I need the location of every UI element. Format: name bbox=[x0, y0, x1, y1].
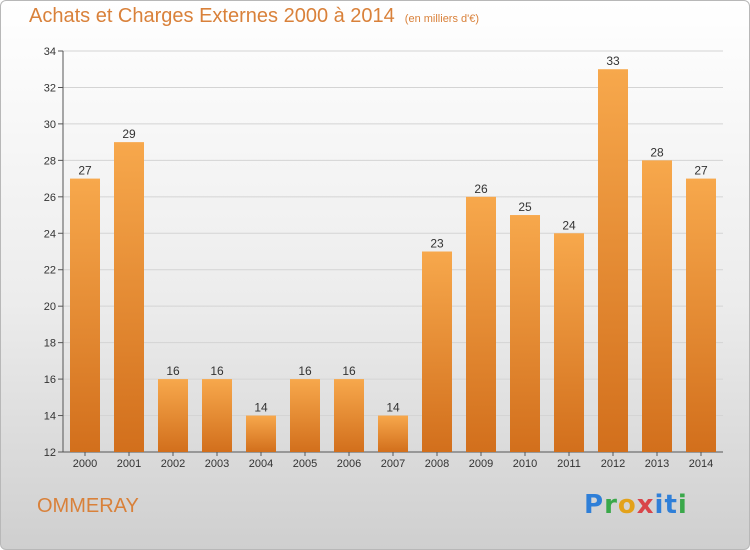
logo-letter: P bbox=[584, 490, 605, 520]
bar bbox=[378, 415, 408, 452]
y-tick-label: 16 bbox=[44, 374, 56, 386]
logo-letter: i bbox=[654, 490, 665, 520]
logo-letter: t bbox=[664, 490, 678, 520]
bar bbox=[642, 160, 672, 452]
x-tick-label: 2007 bbox=[381, 458, 405, 470]
y-tick-label: 26 bbox=[44, 192, 56, 204]
data-label: 16 bbox=[342, 364, 356, 378]
y-tick-label: 14 bbox=[44, 411, 56, 423]
y-tick-label: 34 bbox=[44, 46, 56, 58]
x-tick-label: 2011 bbox=[557, 458, 581, 470]
data-label: 28 bbox=[650, 145, 664, 159]
y-tick-label: 20 bbox=[44, 301, 56, 313]
bar bbox=[290, 379, 320, 452]
bar bbox=[158, 379, 188, 452]
data-label: 16 bbox=[210, 364, 224, 378]
x-tick-label: 2003 bbox=[205, 458, 229, 470]
data-label: 16 bbox=[298, 364, 312, 378]
data-label: 29 bbox=[122, 127, 136, 141]
data-label: 27 bbox=[694, 164, 708, 178]
y-tick-label: 18 bbox=[44, 338, 56, 350]
data-label: 26 bbox=[474, 182, 488, 196]
x-tick-label: 2012 bbox=[601, 458, 625, 470]
logo-letter: r bbox=[604, 490, 618, 520]
x-tick-label: 2001 bbox=[117, 458, 141, 470]
x-tick-label: 2005 bbox=[293, 458, 317, 470]
x-tick-label: 2004 bbox=[249, 458, 273, 470]
x-tick-label: 2010 bbox=[513, 458, 537, 470]
logo-letter: x bbox=[636, 490, 655, 520]
data-labels: 27 29 16 16 14 16 16 14 23 26 25 24 33 28 27 bbox=[78, 54, 708, 414]
chart-subtitle: (en milliers d'€) bbox=[404, 13, 480, 25]
bar bbox=[246, 415, 276, 452]
commune-name: OMMERAY bbox=[37, 495, 139, 517]
data-label: 16 bbox=[166, 364, 180, 378]
bar bbox=[510, 215, 540, 452]
proxiti-logo: Proxiti bbox=[584, 490, 688, 520]
x-tick-label: 2006 bbox=[337, 458, 361, 470]
data-label: 25 bbox=[518, 200, 532, 214]
bar bbox=[202, 379, 232, 452]
x-tick-label: 2002 bbox=[161, 458, 185, 470]
bar bbox=[422, 251, 452, 452]
bar bbox=[334, 379, 364, 452]
x-tick-label: 2014 bbox=[689, 458, 713, 470]
chart-title: Achats et Charges Externes 2000 à 2014 (e… bbox=[29, 5, 479, 28]
chart-title-text: Achats et Charges Externes 2000 à 2014 bbox=[29, 5, 395, 27]
logo-letter: o bbox=[617, 490, 637, 520]
data-label: 33 bbox=[606, 54, 620, 68]
bar bbox=[598, 69, 628, 453]
bar bbox=[686, 178, 716, 452]
logo-letter: i bbox=[677, 490, 688, 520]
x-tick-label: 2008 bbox=[425, 458, 449, 470]
y-tick-label: 12 bbox=[44, 447, 56, 459]
bar bbox=[554, 233, 584, 452]
x-tick-label: 2000 bbox=[73, 458, 97, 470]
y-tick-label: 28 bbox=[44, 155, 56, 167]
y-tick-label: 30 bbox=[44, 119, 56, 131]
y-tick-label: 22 bbox=[44, 265, 56, 277]
data-label: 27 bbox=[78, 164, 92, 178]
bar bbox=[466, 196, 496, 452]
bars bbox=[70, 69, 716, 453]
bar bbox=[114, 142, 144, 453]
x-tick-label: 2009 bbox=[469, 458, 493, 470]
data-label: 23 bbox=[430, 237, 444, 251]
y-tick-label: 24 bbox=[44, 228, 56, 240]
x-tick-label: 2013 bbox=[645, 458, 669, 470]
bar bbox=[70, 178, 100, 452]
data-label: 24 bbox=[562, 218, 576, 232]
data-label: 14 bbox=[386, 401, 400, 415]
y-tick-label: 32 bbox=[44, 82, 56, 94]
data-label: 14 bbox=[254, 401, 268, 415]
